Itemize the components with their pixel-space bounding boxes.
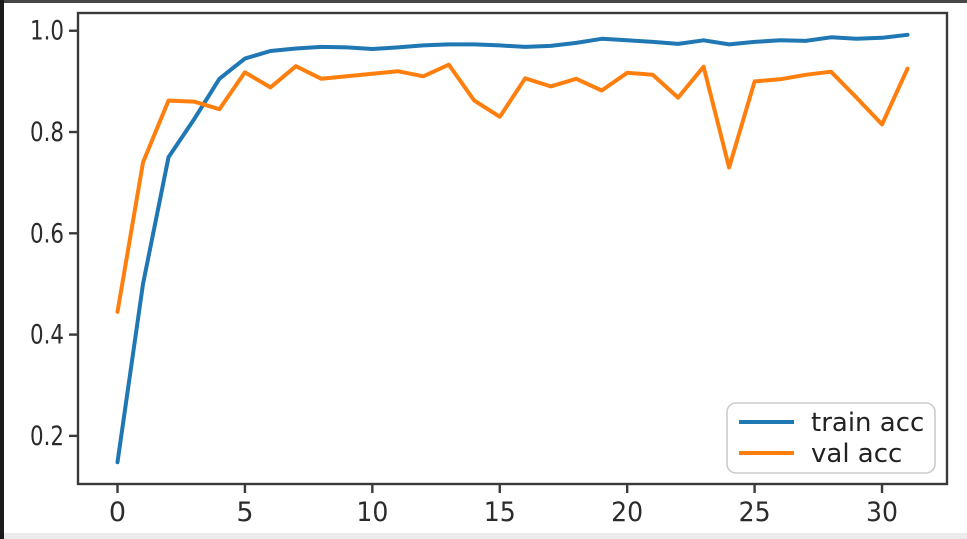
window-edge-top xyxy=(0,0,967,3)
x-tick-label: 30 xyxy=(866,497,898,528)
x-tick-label: 25 xyxy=(739,497,771,528)
x-tick-label: 15 xyxy=(484,497,516,528)
x-tick-label: 20 xyxy=(611,497,643,528)
y-tick-label: 1.0 xyxy=(30,16,64,47)
window-edge-bottom xyxy=(0,533,967,539)
y-tick-label: 0.8 xyxy=(30,117,64,148)
y-tick-label: 0.6 xyxy=(30,218,64,249)
y-tick-label: 0.4 xyxy=(30,320,64,351)
val-acc-line xyxy=(115,62,910,314)
y-tick-label: 0.2 xyxy=(30,421,64,452)
window-edge-left xyxy=(0,0,4,539)
x-tick-label: 5 xyxy=(236,497,253,528)
legend-label-val-acc: val acc xyxy=(811,439,902,469)
x-tick-label: 10 xyxy=(356,497,388,528)
plot-border xyxy=(76,11,949,486)
train-acc-line xyxy=(115,32,910,465)
legend-label-train-acc: train acc xyxy=(811,408,924,438)
x-tick-label: 0 xyxy=(109,497,126,528)
